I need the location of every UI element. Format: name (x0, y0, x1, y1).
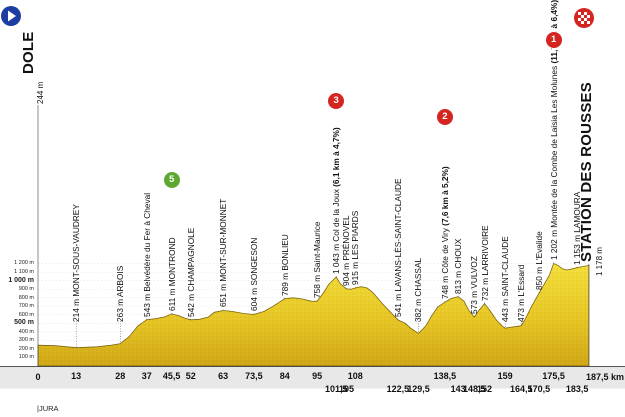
place-label: 543 m Belvédère du Fer à Cheval (142, 193, 152, 317)
altitude-label: 300 m (18, 337, 34, 344)
place-label: 813 m CHOUX (453, 238, 463, 293)
place-name: 651 m MONT-SUR-MONNET (218, 199, 229, 308)
place-label: 850 m L'Evalide (534, 232, 544, 291)
place-label: 1 043 m Col de la Joux (6,1 km à 4,7%) (331, 127, 341, 274)
place-label: 651 m MONT-SUR-MONNET (218, 199, 228, 307)
km-label: 95 (312, 371, 323, 381)
altitude-label: 1 000 m (8, 276, 34, 284)
climb-category-badge: 2 (436, 109, 453, 125)
place-name: 732 m LARRIVOIRE (479, 224, 490, 301)
start-altitude: 244 m (36, 81, 45, 104)
total-distance: 187,5 km (585, 372, 625, 382)
place-name: 214 m MONT-SOUS-VAUDREY (71, 204, 82, 322)
place-name: 473 m L'Essard (516, 264, 527, 322)
km-label: 183,5 (565, 384, 589, 394)
climb-stats: (7,6 km à 5,2%) (439, 166, 450, 227)
place-label: 382 m CHASSAL (413, 258, 423, 322)
km-label: 101,5 (324, 384, 348, 394)
km-label: 52 (185, 371, 196, 381)
place-name: 611 m MONTROND (166, 237, 177, 311)
climb-category-badge: 3 (328, 93, 345, 109)
place-name: 443 m SAINT-CLAUDE (500, 236, 511, 322)
km-label: 164,5 (510, 384, 533, 394)
terrain-texture (38, 263, 589, 366)
finish-altitude: 1 178 m (595, 247, 604, 276)
place-label: 443 m SAINT-CLAUDE (500, 236, 510, 322)
km-label: 28 (115, 371, 126, 381)
region-label: |JURA (37, 404, 59, 413)
altitude-label: 900 m (18, 286, 34, 293)
km-bar (0, 366, 625, 389)
place-label: 758 m Saint-Maurice (312, 222, 322, 299)
place-label: 789 m BONLIEU (280, 234, 290, 296)
km-label: 170,5 (527, 384, 551, 394)
km-label: 175,5 (542, 371, 565, 381)
sprint-badge: 5 (163, 172, 180, 188)
place-label: 542 m CHAMPAGNOLE (186, 227, 196, 316)
km-label: 45,5 (162, 371, 181, 381)
place-label: 604 m SONGESON (249, 238, 259, 311)
km-label: 129,5 (407, 384, 430, 394)
place-name: 789 m BONLIEU (279, 233, 290, 296)
altitude-label: 600 m (18, 311, 34, 318)
km-label: 84 (279, 371, 290, 381)
place-name: 758 m Saint-Maurice (312, 221, 323, 299)
place-name: 813 m CHOUX (453, 238, 464, 294)
km-label: 37 (141, 371, 152, 381)
altitude-label: 700 m (18, 303, 34, 310)
place-name: 541 m LAVANS-LÈS-SAINT-CLAUDE (392, 178, 403, 317)
place-name: 573 m VULVOZ (469, 256, 480, 315)
climb-category-badge: 1 (545, 32, 562, 48)
km-label: 13 (71, 371, 82, 381)
place-name: 382 m CHASSAL (413, 257, 424, 322)
km-label: 63 (218, 371, 229, 381)
place-name: 1 043 m Col de la Joux (331, 186, 342, 275)
km-label: 122,5 (386, 384, 410, 394)
km-zero: 0 (35, 372, 41, 382)
km-label: 152 (477, 384, 493, 394)
place-label: 541 m LAVANS-LÈS-SAINT-CLAUDE (393, 178, 403, 316)
place-label: 473 m L'Essard (516, 265, 526, 322)
place-name: 915 m LES PIARDS (350, 210, 361, 285)
place-label: 1 153 m LAMOURA (572, 191, 582, 264)
altitude-label: 1 200 m (14, 260, 34, 267)
place-label: 732 m LARRIVOIRE (480, 225, 490, 301)
place-label: 611 m MONTROND (167, 237, 177, 311)
altitude-label: 1 100 m (14, 268, 34, 275)
altitude-label: 100 m (18, 354, 34, 361)
place-label: 214 m MONT-SOUS-VAUDREY (71, 204, 81, 322)
km-label: 143 (450, 384, 466, 394)
altitude-label: 800 m (18, 294, 34, 301)
place-label: 915 m LES PIARDS (350, 211, 360, 285)
place-name: 543 m Belvédère du Fer à Cheval (141, 192, 152, 317)
place-name: 1 202 m Montée de la Combe de Laisia Les… (548, 63, 559, 261)
place-label: 748 m Côte de Viry (7,6 km à 5,2%) (440, 167, 450, 300)
place-name: 542 m CHAMPAGNOLE (185, 227, 196, 317)
place-name: 604 m SONGESON (248, 238, 259, 312)
altitude-label: 400 m (18, 328, 34, 335)
altitude-label: 200 m (18, 345, 34, 352)
km-label: 105 (338, 384, 354, 394)
place-name: 748 m Côte de Viry (439, 226, 450, 300)
climb-stats: (6,1 km à 4,7%) (331, 127, 342, 187)
altitude-label: 500 m (14, 319, 34, 327)
place-label: 263 m ARBOIS (115, 266, 125, 322)
km-label: 73,5 (245, 371, 263, 381)
km-label: 138,5 (433, 371, 457, 381)
start-icon (1, 6, 21, 26)
km-label: 148,5 (463, 384, 486, 394)
place-name: 1 153 m LAMOURA (572, 191, 583, 265)
start-town: DOLE (20, 31, 37, 74)
place-name: 263 m ARBOIS (115, 265, 126, 322)
km-label: 108 (347, 371, 363, 381)
finish-flag-icon (574, 8, 594, 28)
place-label: 573 m VULVOZ (469, 256, 479, 314)
place-name: 850 m L'Evalide (533, 231, 544, 291)
km-label: 159 (497, 371, 513, 381)
